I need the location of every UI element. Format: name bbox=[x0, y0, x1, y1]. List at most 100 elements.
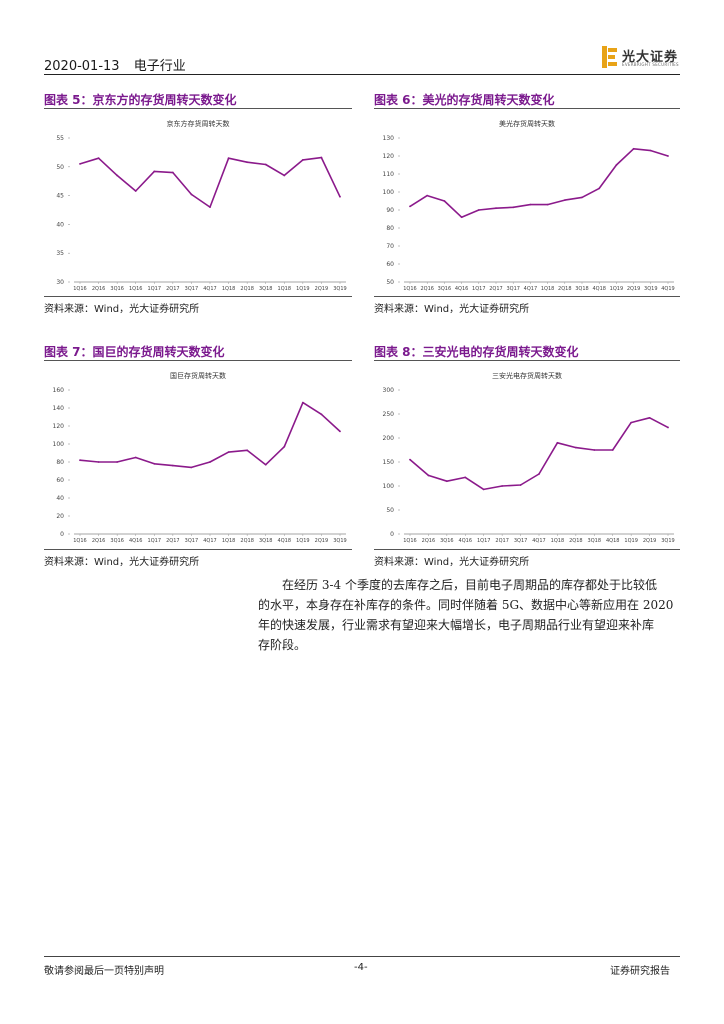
data-point bbox=[190, 466, 193, 469]
x-tick-label: 2Q18 bbox=[558, 286, 571, 292]
data-point bbox=[563, 199, 566, 201]
y-tick-label: 35 bbox=[56, 250, 64, 257]
data-point bbox=[529, 203, 532, 206]
data-point bbox=[667, 426, 669, 429]
data-point bbox=[556, 441, 559, 444]
logo-text: 光大证券 bbox=[622, 50, 679, 65]
y-tick-label: 140 bbox=[53, 405, 65, 412]
x-tick-label: 3Q16 bbox=[110, 538, 123, 544]
x-tick-label: 2Q19 bbox=[315, 286, 328, 292]
figure-5-rule bbox=[44, 108, 352, 109]
data-point bbox=[134, 456, 137, 459]
y-tick-label: 50 bbox=[56, 164, 64, 171]
figure-8-bottom-rule bbox=[374, 549, 680, 550]
data-point bbox=[632, 147, 635, 150]
chart-sanan: 三安光电存货周转天数 0 50 100 150 200 250 300 1Q16 2Q16 3Q16… bbox=[383, 371, 675, 544]
figure-7-source: 资料来源：Wind，光大证券研究所 bbox=[44, 557, 200, 568]
x-tick-label: 1Q16 bbox=[73, 538, 86, 544]
x-tick-label: 3Q18 bbox=[259, 538, 272, 544]
y-tick-label: 250 bbox=[383, 411, 395, 418]
figure-5-title: 图表 5：京东方的存货周转天数变化 bbox=[44, 93, 237, 107]
data-point bbox=[426, 194, 429, 197]
x-tick-label: 2Q17 bbox=[489, 286, 502, 292]
x-tick-label: 4Q18 bbox=[606, 538, 619, 544]
y-tick-label: 45 bbox=[56, 193, 64, 200]
y-tick-label: 20 bbox=[56, 513, 64, 520]
y-tick-label: 200 bbox=[383, 435, 395, 442]
x-tick-label: 1Q19 bbox=[610, 286, 623, 292]
x-tick-label: 2Q19 bbox=[643, 538, 656, 544]
y-tick-label: 40 bbox=[56, 221, 64, 228]
data-point bbox=[546, 203, 549, 206]
data-point bbox=[79, 163, 81, 165]
data-point bbox=[409, 458, 411, 461]
series-line bbox=[409, 416, 669, 491]
data-point bbox=[320, 156, 323, 159]
data-point bbox=[538, 473, 540, 475]
data-point bbox=[209, 206, 211, 209]
data-point bbox=[134, 190, 137, 192]
x-tick-label: 3Q19 bbox=[644, 286, 657, 292]
figure-6-title: 图表 6：美光的存货周转天数变化 bbox=[374, 93, 555, 107]
data-point bbox=[598, 187, 601, 190]
company-logo: 光大证券 EVERBRIGHT SECURITIES bbox=[600, 44, 682, 70]
data-point bbox=[320, 413, 323, 416]
x-tick-label: 4Q17 bbox=[532, 538, 545, 544]
x-tick-label: 1Q18 bbox=[551, 538, 564, 544]
chart-title: 京东方存货周转天数 bbox=[167, 119, 230, 128]
y-tick-label: 100 bbox=[383, 483, 395, 490]
x-tick-label: 4Q16 bbox=[459, 538, 472, 544]
data-point bbox=[593, 449, 596, 451]
x-tick-label: 4Q16 bbox=[129, 538, 142, 544]
data-point bbox=[482, 488, 485, 491]
data-point bbox=[246, 161, 249, 164]
x-tick-label: 1Q19 bbox=[296, 538, 309, 544]
x-tick-label: 4Q18 bbox=[278, 538, 291, 544]
data-point bbox=[512, 206, 515, 209]
y-tick-label: 55 bbox=[56, 135, 64, 142]
data-point bbox=[519, 484, 522, 486]
data-point bbox=[283, 445, 286, 448]
data-point bbox=[611, 449, 614, 451]
chart-title: 国巨存货周转天数 bbox=[170, 371, 226, 380]
figure-7-title: 图表 7：国巨的存货周转天数变化 bbox=[44, 345, 225, 359]
x-tick-label: 3Q16 bbox=[110, 286, 123, 292]
x-tick-label: 3Q19 bbox=[661, 538, 674, 544]
x-tick-label: 4Q17 bbox=[203, 538, 216, 544]
x-tick-label: 3Q18 bbox=[259, 286, 272, 292]
x-tick-label: 2Q17 bbox=[166, 538, 179, 544]
data-point bbox=[464, 476, 467, 479]
paragraph-line: 存阶段。 bbox=[258, 638, 307, 652]
y-tick-label: 40 bbox=[56, 495, 64, 502]
paragraph-line: 年的快速发展，行业需求有望迎来大幅增长，电子周期品行业有望迎来补库 bbox=[258, 618, 655, 632]
data-point bbox=[445, 480, 448, 483]
figure-5-source: 资料来源：Wind，光大证券研究所 bbox=[44, 304, 200, 315]
footer-rule bbox=[44, 956, 680, 957]
data-point bbox=[153, 462, 156, 465]
x-tick-label: 2Q19 bbox=[315, 538, 328, 544]
data-point bbox=[667, 155, 669, 157]
figure-6-rule bbox=[374, 108, 680, 109]
y-tick-label: 0 bbox=[60, 531, 64, 538]
logo-mark-icon bbox=[602, 46, 617, 68]
paragraph-line: 的水平，本身存在补库存的条件。同时伴随着 5G、数据中心等新应用在 2020 bbox=[258, 598, 674, 612]
x-tick-label: 1Q18 bbox=[278, 286, 291, 292]
x-tick-label: 3Q19 bbox=[333, 538, 346, 544]
x-tick-label: 4Q17 bbox=[203, 286, 216, 292]
figure-8-rule bbox=[374, 360, 680, 361]
y-tick-label: 130 bbox=[383, 135, 395, 142]
x-tick-label: 1Q19 bbox=[296, 286, 309, 292]
x-tick-label: 1Q16 bbox=[403, 286, 416, 292]
x-tick-label: 3Q19 bbox=[333, 286, 346, 292]
x-tick-label: 3Q16 bbox=[440, 538, 453, 544]
report-header: 2020-01-13 电子行业 bbox=[44, 55, 186, 74]
y-tick-label: 100 bbox=[383, 189, 395, 196]
series-line bbox=[79, 156, 341, 208]
x-tick-label: 3Q16 bbox=[438, 286, 451, 292]
data-point bbox=[116, 174, 119, 177]
data-point bbox=[409, 205, 411, 208]
x-tick-label: 1Q16 bbox=[129, 286, 142, 292]
x-tick-label: 2Q16 bbox=[92, 286, 105, 292]
data-point bbox=[615, 164, 618, 166]
x-tick-label: 1Q18 bbox=[222, 286, 235, 292]
